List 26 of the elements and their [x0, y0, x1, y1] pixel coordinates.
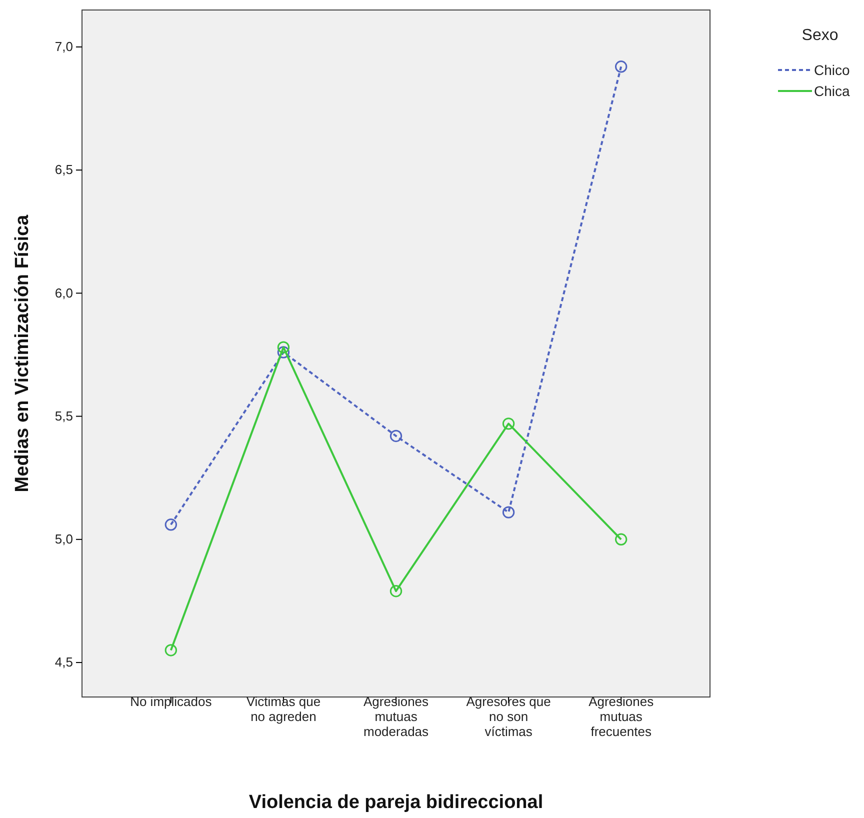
x-tick-label: Victimas que no agreden — [246, 694, 321, 724]
y-axis-title: Medias en Victimización Física — [12, 214, 33, 492]
y-tick-label: 7,0 — [54, 39, 73, 54]
point — [614, 60, 628, 73]
legend-label: Chico — [814, 62, 850, 78]
point — [502, 506, 515, 518]
point — [164, 518, 178, 531]
y-tick-label: 5,0 — [54, 532, 73, 547]
point — [277, 346, 290, 358]
y-tick-label: 5,5 — [54, 408, 73, 424]
point — [502, 418, 515, 430]
x-tick-label: Agresores que no son víctimas — [466, 694, 551, 739]
point — [614, 533, 628, 546]
x-tick-label: Agresiones mutuas frecuentes — [588, 694, 654, 739]
legend-label: Chica — [814, 83, 850, 99]
x-tick-label: No implicados — [130, 694, 212, 709]
x-axis-title: Violencia de pareja bidireccional — [248, 792, 544, 813]
y-tick-label: 6,0 — [54, 285, 73, 300]
point — [164, 644, 178, 656]
x-tick-label: Agresiones mutuas moderadas — [363, 694, 430, 739]
y-tick-label: 6,5 — [54, 162, 73, 178]
point — [390, 585, 402, 598]
legend-title: Sexo — [802, 27, 838, 44]
point — [390, 430, 402, 442]
point — [277, 341, 290, 354]
y-tick-label: 4,5 — [54, 654, 73, 670]
